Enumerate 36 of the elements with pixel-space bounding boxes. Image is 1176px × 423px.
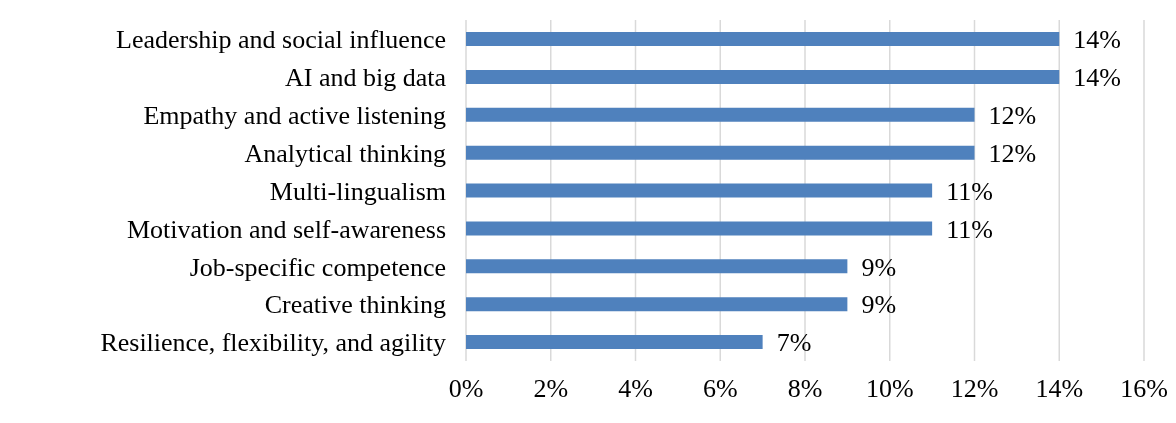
bar [466, 145, 975, 160]
bar [466, 32, 1060, 46]
y-tick-label: Leadership and social influence [116, 25, 446, 55]
data-label: 9% [861, 290, 897, 320]
data-label: 14% [1073, 63, 1121, 93]
bar [466, 297, 848, 312]
bar [466, 221, 933, 236]
x-tick-label: 6% [702, 374, 738, 404]
y-tick-label: Job-specific competence [189, 252, 446, 282]
y-tick-label: Empathy and active listening [143, 100, 446, 130]
data-label: 11% [946, 214, 993, 244]
data-label: 11% [946, 176, 993, 206]
y-tick-label: Analytical thinking [244, 138, 446, 168]
data-label: 9% [861, 252, 897, 282]
bar [466, 335, 763, 350]
data-label: 7% [776, 328, 812, 358]
y-tick-label: Resilience, flexibility, and agility [100, 328, 446, 358]
data-label: 14% [1073, 25, 1121, 55]
y-tick-label: AI and big data [284, 63, 447, 93]
y-tick-label: Creative thinking [264, 290, 446, 320]
bar [466, 259, 848, 274]
y-tick-label: Multi-lingualism [269, 176, 446, 206]
bar [466, 107, 975, 122]
x-tick-label: 0% [448, 374, 484, 404]
x-tick-label: 14% [1035, 374, 1084, 404]
y-tick-label: Motivation and self-awareness [126, 214, 446, 244]
x-tick-label: 8% [787, 374, 823, 404]
data-label: 12% [988, 138, 1037, 168]
x-tick-label: 12% [950, 374, 999, 404]
x-tick-label: 4% [618, 374, 653, 404]
x-tick-label: 16% [1120, 374, 1168, 404]
data-label: 12% [988, 101, 1037, 131]
x-tick-label: 2% [533, 374, 569, 404]
bar [466, 69, 1060, 84]
x-tick-label: 10% [865, 374, 914, 404]
bar [466, 183, 933, 198]
